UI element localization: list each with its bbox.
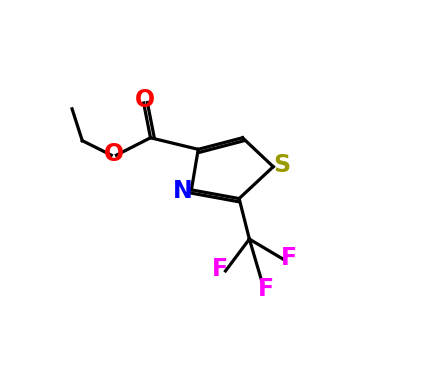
Text: F: F bbox=[213, 258, 228, 282]
Text: N: N bbox=[173, 179, 193, 203]
Text: O: O bbox=[103, 142, 124, 166]
Text: S: S bbox=[273, 153, 290, 177]
Text: F: F bbox=[281, 246, 297, 270]
Text: O: O bbox=[136, 88, 155, 112]
Text: F: F bbox=[258, 277, 275, 301]
